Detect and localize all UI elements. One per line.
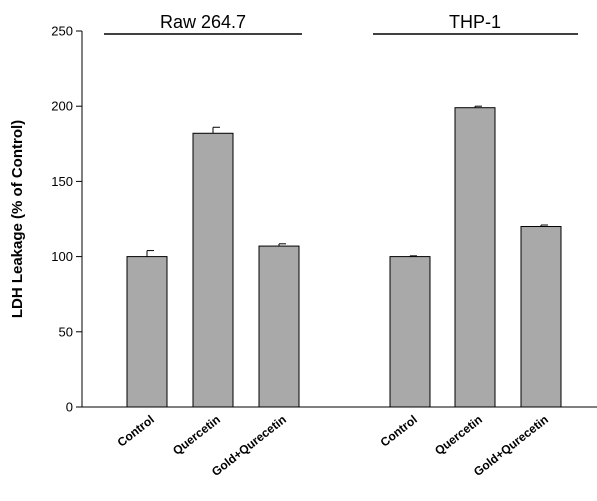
group-label: THP-1 — [449, 12, 501, 32]
y-axis-title: LDH Leakage (% of Control) — [9, 120, 26, 318]
bars — [126, 107, 562, 408]
group-label: Raw 264.7 — [160, 12, 246, 32]
bar — [454, 107, 496, 408]
error-bars — [146, 105, 548, 257]
category-label: Control — [378, 412, 420, 449]
bar — [126, 256, 168, 408]
y-tick-label: 200 — [51, 99, 73, 114]
category-label: Control — [115, 412, 157, 449]
axes — [81, 31, 597, 408]
y-tick-label: 250 — [51, 24, 73, 39]
y-tick-label: 50 — [59, 324, 73, 339]
y-ticks: 0 50 100 150 200 250 — [51, 24, 82, 415]
y-tick-label: 0 — [66, 400, 73, 415]
bar — [258, 245, 300, 408]
bar — [389, 256, 431, 408]
bar — [520, 226, 562, 408]
bar — [192, 132, 234, 408]
category-label: Quercetin — [432, 412, 485, 458]
y-tick-label: 100 — [51, 249, 73, 264]
y-tick-label: 150 — [51, 174, 73, 189]
category-label: Quercetin — [170, 412, 223, 458]
group-labels: Raw 264.7 THP-1 — [104, 12, 578, 35]
